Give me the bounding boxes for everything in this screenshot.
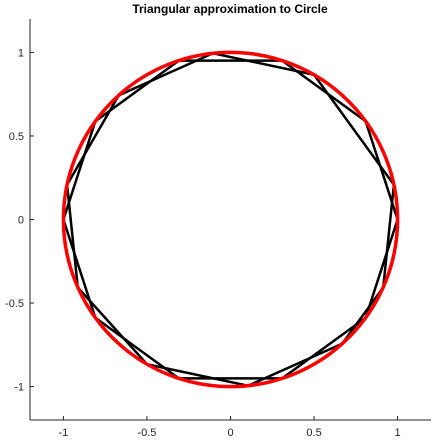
y-tick-label: 0 — [18, 215, 24, 227]
y-tick-label: 0.5 — [9, 131, 24, 143]
x-tick-label: 1 — [395, 427, 401, 439]
x-axis: -1 -0.5 0 0.5 1 — [59, 416, 401, 439]
x-tick-label: 0 — [227, 427, 233, 439]
axes-frame — [29, 19, 431, 421]
y-tick-label: -1 — [14, 382, 24, 394]
y-axis: -1 -0.5 0 0.5 1 — [5, 47, 34, 394]
x-tick-label: -1 — [59, 427, 69, 439]
x-tick-label: 0.5 — [306, 427, 321, 439]
x-tick-label: -0.5 — [137, 427, 156, 439]
y-tick-label: 1 — [18, 47, 24, 59]
polygon-series-1 — [62, 59, 399, 380]
chart-title: Triangular approximation to Circle — [132, 2, 328, 16]
circle-series — [61, 50, 400, 389]
y-tick-label: -0.5 — [5, 298, 24, 310]
series-layer — [61, 50, 400, 389]
polygon-series-2 — [65, 51, 396, 388]
